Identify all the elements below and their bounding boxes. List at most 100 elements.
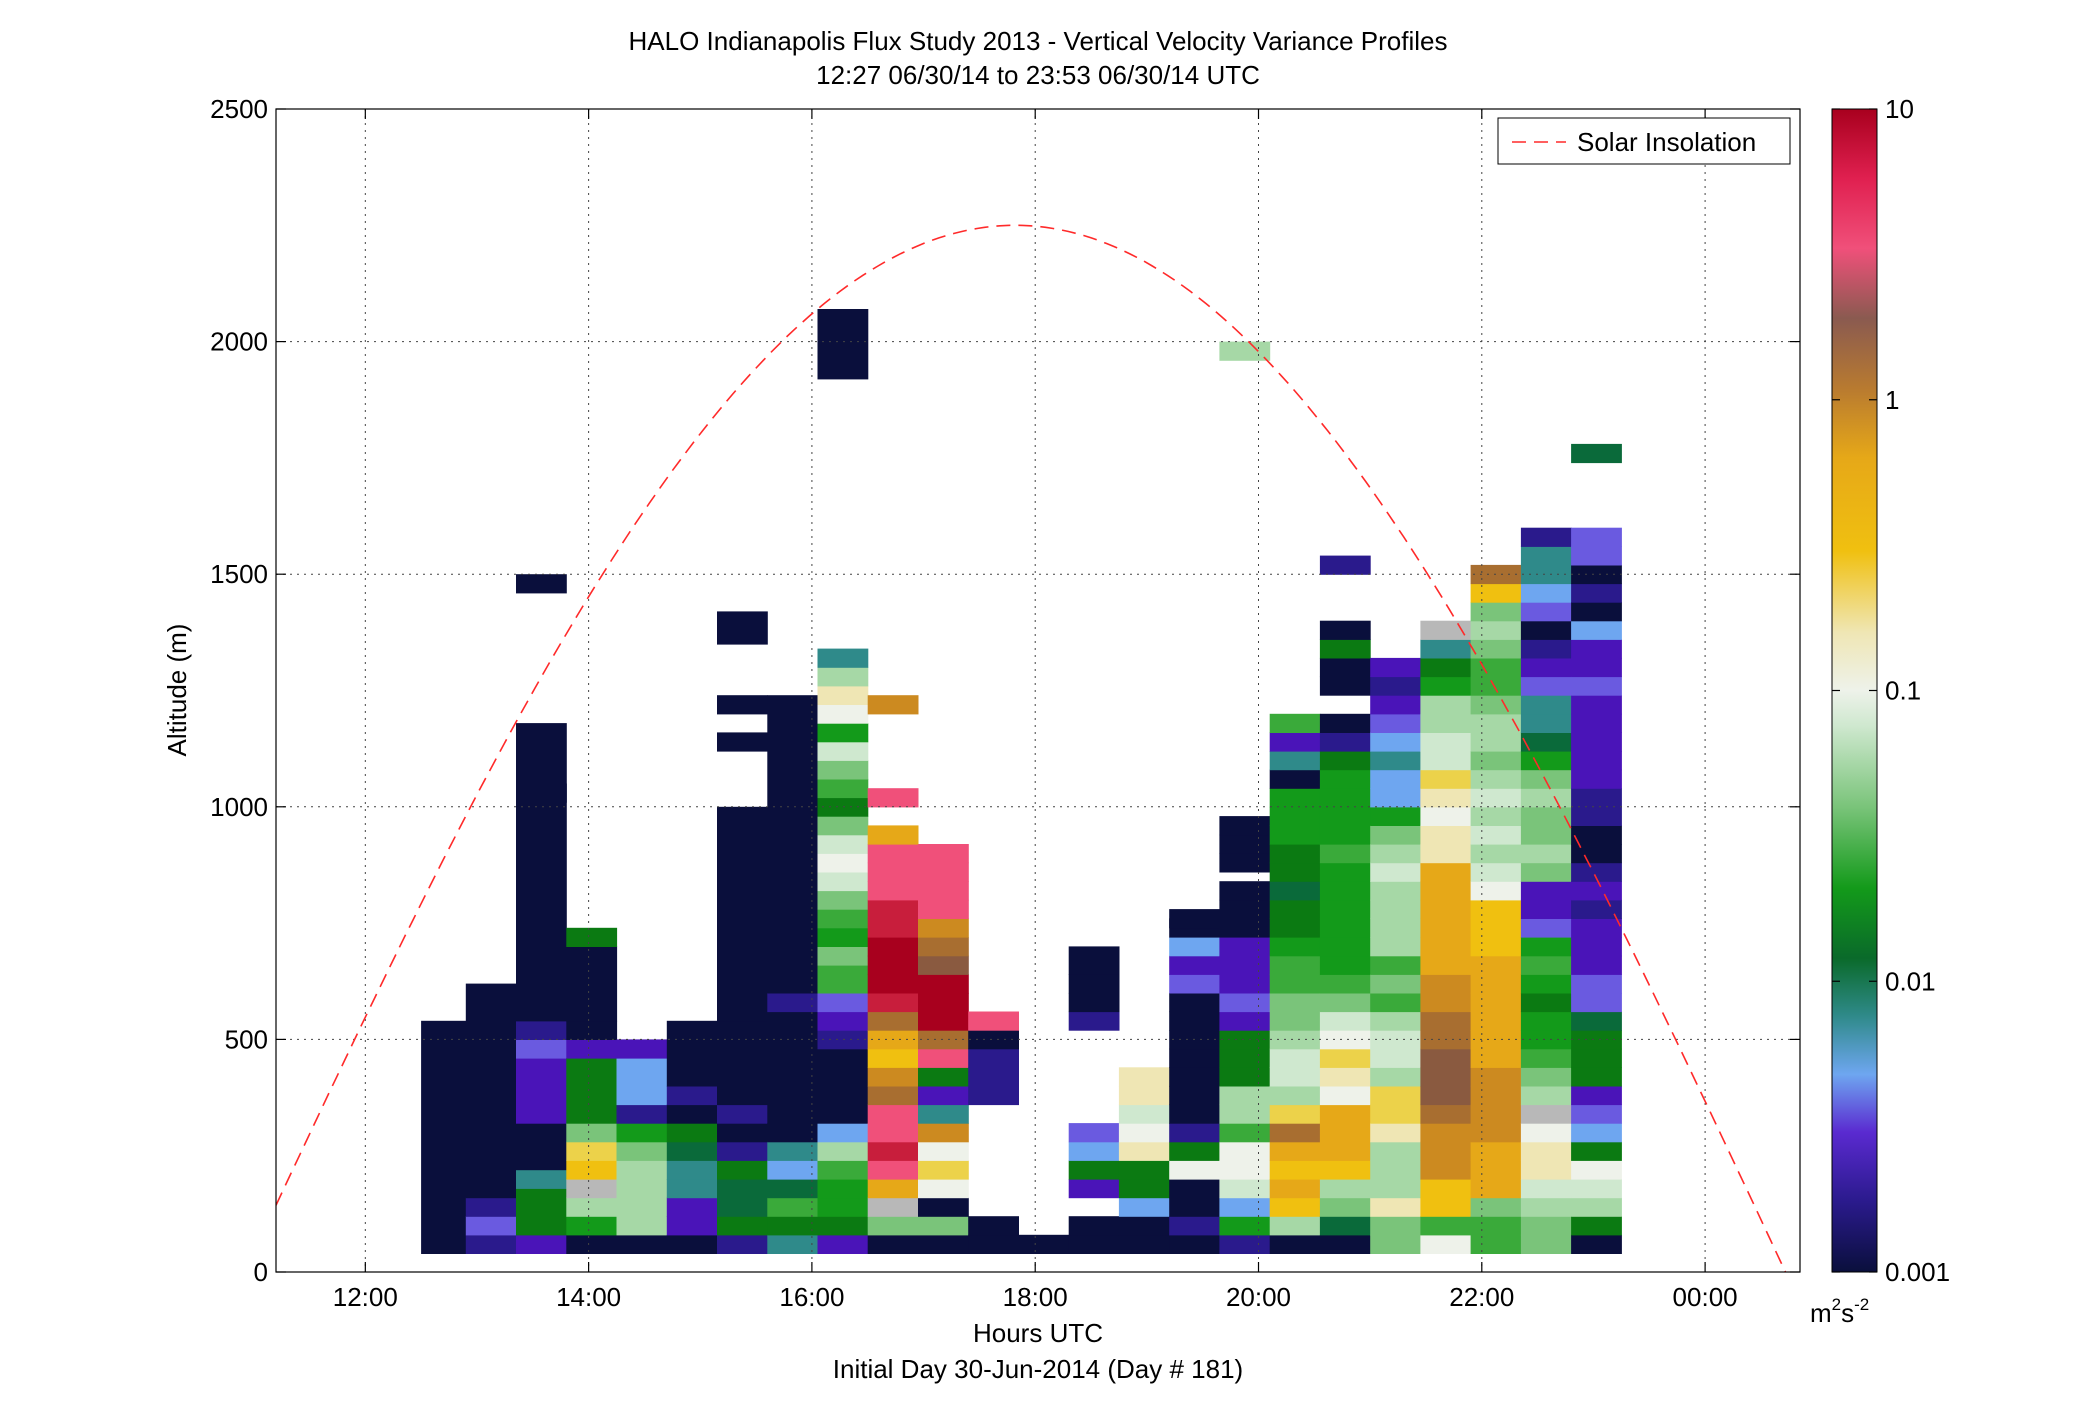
heatmap-cell: [1470, 1011, 1522, 1031]
heatmap-cell: [616, 1058, 668, 1087]
y-tick-label: 500: [225, 1024, 268, 1054]
heatmap-cell: [1169, 1123, 1220, 1143]
heatmap-cell: [1319, 713, 1371, 733]
heatmap-cell: [1370, 992, 1421, 1013]
heatmap-cell: [817, 965, 869, 994]
heatmap-cell: [566, 1216, 618, 1236]
heatmap-cell: [817, 946, 869, 966]
heatmap-cell: [1520, 657, 1572, 678]
heatmap-cell: [1520, 1011, 1572, 1031]
x-axis-label: Hours UTC: [973, 1318, 1103, 1348]
heatmap-cell: [1219, 1067, 1271, 1087]
heatmap-cell: [1520, 844, 1572, 864]
heatmap-cell: [1118, 1234, 1170, 1254]
heatmap-cell: [817, 1048, 869, 1124]
heatmap-cell: [1269, 844, 1321, 864]
heatmap-cell: [968, 1234, 1019, 1254]
heatmap-cell: [666, 1141, 718, 1161]
heatmap-cell: [1319, 1216, 1371, 1236]
heatmap-cell: [566, 1085, 618, 1124]
heatmap-cell: [1520, 918, 1572, 938]
heatmap-cell: [1520, 620, 1572, 640]
heatmap-cell: [1370, 974, 1421, 994]
heatmap-cell: [1520, 546, 1572, 566]
heatmap-cell: [1571, 1141, 1622, 1161]
heatmap-cell: [867, 1067, 919, 1087]
y-tick-label: 2000: [210, 327, 268, 357]
heatmap-cell: [516, 1234, 567, 1254]
heatmap-cell: [717, 1085, 768, 1106]
heatmap-cell: [1319, 732, 1371, 752]
x-tick-label: 18:00: [1003, 1282, 1068, 1312]
heatmap-cell: [817, 667, 869, 687]
heatmap-cell: [1118, 1141, 1170, 1161]
heatmap-cell: [1118, 1067, 1170, 1087]
heatmap-cell: [566, 1179, 618, 1199]
heatmap-cell: [1169, 1216, 1220, 1236]
heatmap-cell: [717, 1197, 768, 1217]
heatmap-cell: [717, 1104, 768, 1124]
heatmap-cell: [1520, 751, 1572, 771]
heatmap-cell: [1370, 862, 1421, 882]
heatmap-cell: [1520, 937, 1572, 957]
heatmap-cell: [1470, 583, 1522, 603]
heatmap-cell: [1420, 1085, 1472, 1106]
heatmap-cell: [1219, 899, 1271, 919]
heatmap-cell: [1169, 955, 1220, 975]
legend-entry-solar-insolation: Solar Insolation: [1577, 127, 1756, 157]
heatmap-cell: [918, 974, 969, 994]
heatmap-cell: [918, 1011, 969, 1031]
heatmap-cell: [1169, 1011, 1220, 1031]
chart-title: HALO Indianapolis Flux Study 2013 - Vert…: [629, 26, 1448, 56]
heatmap-cell: [1219, 1011, 1271, 1031]
heatmap-cell: [1269, 992, 1321, 1013]
heatmap-cell: [1370, 769, 1421, 789]
heatmap-cell: [666, 1123, 718, 1143]
heatmap-cell: [1370, 918, 1421, 938]
legend: Solar Insolation: [1497, 117, 1791, 165]
heatmap-cell: [1420, 992, 1472, 1013]
heatmap-cell: [1420, 899, 1472, 919]
heatmap-cell: [616, 1141, 668, 1161]
heatmap-cell: [717, 695, 768, 715]
heatmap-cell: [1571, 527, 1622, 547]
heatmap-cell: [516, 1058, 567, 1096]
heatmap-cell: [1370, 732, 1421, 752]
heatmap-cell: [867, 1179, 919, 1199]
heatmap-cell: [1520, 1160, 1572, 1180]
heatmap-cell: [1420, 1011, 1472, 1031]
heatmap-cell: [616, 1085, 668, 1106]
x-tick-label: 14:00: [556, 1282, 621, 1312]
heatmap-cell: [666, 1104, 718, 1124]
y-tick-label: 0: [254, 1257, 268, 1287]
heatmap-cell: [666, 1216, 718, 1236]
heatmap-cell: [817, 685, 869, 705]
heatmap-cell: [1571, 1234, 1622, 1254]
heatmap-cell: [666, 1234, 718, 1254]
heatmap-cell: [1169, 1160, 1220, 1180]
heatmap-cell: [1470, 1048, 1522, 1068]
heatmap-cell: [1571, 620, 1622, 640]
heatmap-cell: [1571, 602, 1622, 622]
heatmap-cell: [616, 1039, 668, 1059]
heatmap-cell: [1319, 788, 1371, 808]
heatmap-cell: [666, 1179, 718, 1199]
heatmap-cell: [1470, 695, 1522, 715]
legend-box: [1497, 117, 1791, 165]
heatmap-cell: [1068, 974, 1120, 994]
heatmap-cell: [1520, 1216, 1572, 1236]
heatmap-cell: [1571, 937, 1622, 957]
heatmap-cell: [1470, 1179, 1522, 1199]
heatmap-cell: [918, 1030, 969, 1050]
heatmap-cell: [1571, 1067, 1622, 1087]
heatmap-cell: [566, 1039, 618, 1059]
heatmap-cell: [1470, 992, 1522, 1013]
heatmap-cell: [817, 871, 869, 892]
heatmap-cell: [1269, 1104, 1321, 1124]
heatmap-cell: [1520, 564, 1572, 585]
heatmap-cell: [867, 695, 919, 715]
heatmap-cell: [717, 1179, 768, 1199]
heatmap-cell: [1269, 825, 1321, 845]
heatmap-cell: [516, 1123, 567, 1171]
heatmap-cell: [1420, 955, 1472, 975]
